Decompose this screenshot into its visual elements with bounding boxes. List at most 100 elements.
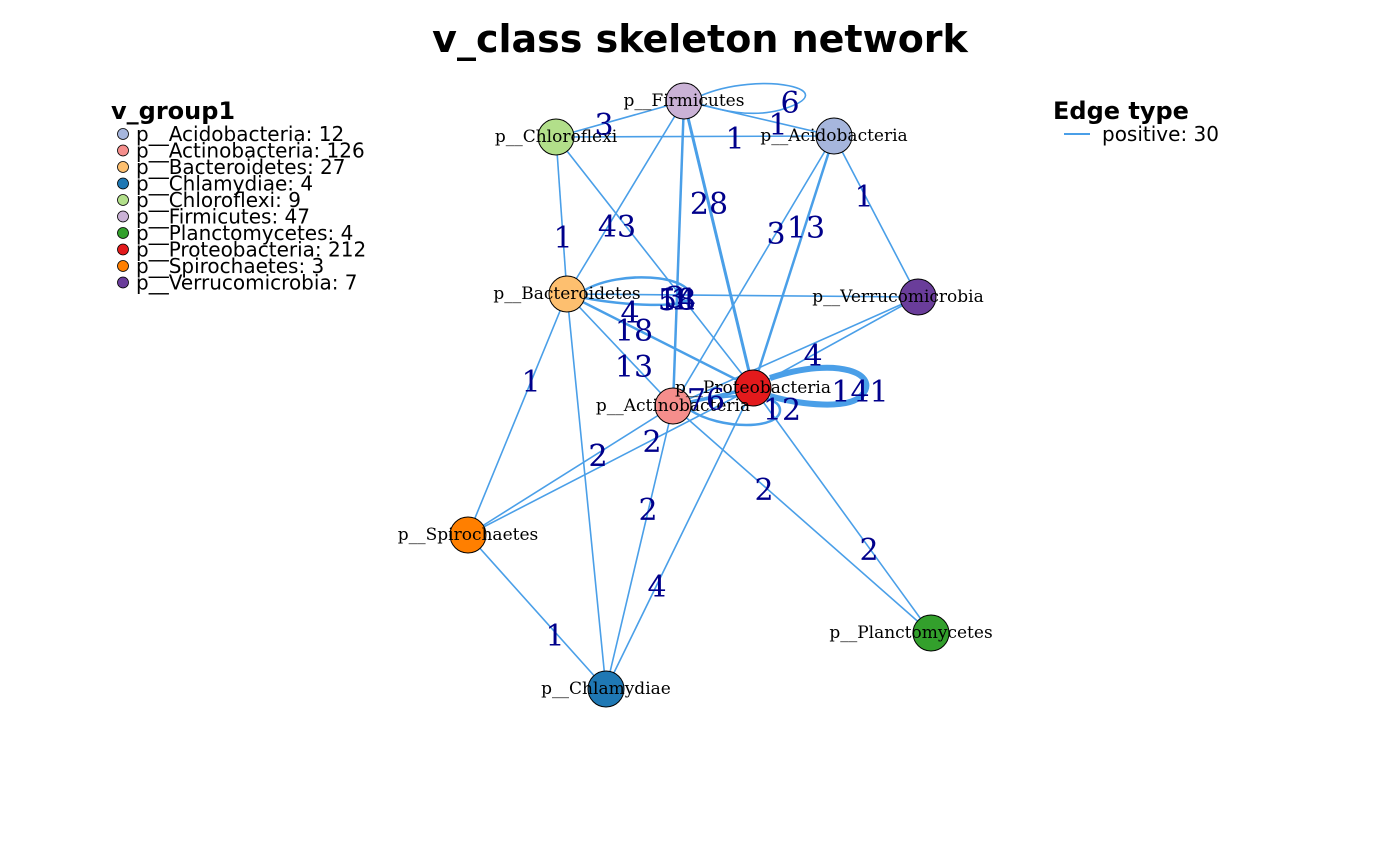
page-title: v_class skeleton network xyxy=(432,17,968,61)
edge-actinobacteria-chlamydiae xyxy=(605,405,674,690)
edge-weight-label: 2 xyxy=(588,439,607,474)
legend-nodes: v_group1 p__Acidobacteria: 12p__Actinoba… xyxy=(111,97,366,295)
edge-bacteroidetes-chlamydiae xyxy=(566,293,607,690)
node-chlamydiae[interactable] xyxy=(587,670,625,708)
edge-weight-label: 1 xyxy=(670,283,689,318)
node-proteobacteria[interactable] xyxy=(734,369,772,407)
legend-swatch xyxy=(117,144,129,157)
legend-swatch xyxy=(117,128,129,140)
node-label-planctomycetes: p__Planctomycetes xyxy=(829,623,992,643)
node-label-verrucomicrobia: p__Verrucomicrobia xyxy=(812,287,984,307)
legend-swatch xyxy=(117,276,129,289)
legend-swatch xyxy=(117,177,129,190)
edge-firmicutes-bacteroidetes xyxy=(566,100,685,295)
edge-weight-label: 1 xyxy=(521,365,540,400)
edge-weight-label: 2 xyxy=(642,425,661,460)
node-label-spirochaetes: p__Spirochaetes xyxy=(398,525,539,545)
edge-actinobacteria-actinobacteria xyxy=(689,394,782,427)
edge-bacteroidetes-verrucomicrobia xyxy=(566,293,919,298)
node-labels: p__Firmicutes p__Chloroflexi p__Acidobacte… xyxy=(398,91,993,699)
legend-edges-title: Edge type xyxy=(1053,97,1189,125)
edge-weight-label: 1 xyxy=(725,122,744,157)
legend-node-label: p__Chloroflexi: 9 xyxy=(136,188,301,212)
edge-weight-label: 3 xyxy=(594,108,613,143)
node-label-actinobacteria: p__Actinobacteria xyxy=(596,396,750,416)
node-chloroflexi[interactable] xyxy=(537,118,575,156)
node-label-acidobacteria: p__Acidobacteria xyxy=(760,126,907,146)
edge-weight-label: 2 xyxy=(588,439,607,474)
edge-weight-label: 54 xyxy=(658,283,696,318)
node-label-chlamydiae: p__Chlamydiae xyxy=(541,679,671,699)
node-label-chloroflexi: p__Chloroflexi xyxy=(495,127,618,147)
edge-proteobacteria-spirochaetes xyxy=(467,387,754,536)
edge-bacteroidetes-spirochaetes xyxy=(467,293,568,536)
edge-weight-label: 1 xyxy=(553,221,572,256)
legend-node-label: p__Bacteroidetes: 27 xyxy=(136,155,346,179)
legend-swatch xyxy=(117,210,129,223)
edge-bacteroidetes-bacteroidetes xyxy=(584,276,692,307)
legend-swatch xyxy=(117,260,129,272)
edge-weight-label: 12 xyxy=(763,393,801,428)
edge-weight-label: 3 xyxy=(665,281,684,316)
node-planctomycetes[interactable] xyxy=(912,614,950,652)
legend-swatch xyxy=(117,243,129,256)
node-label-proteobacteria: p__Proteobacteria xyxy=(675,378,831,398)
edges xyxy=(467,82,932,690)
legend-nodes-title: v_group1 xyxy=(111,97,235,125)
edge-firmicutes-chloroflexi xyxy=(555,100,685,138)
node-firmicutes[interactable] xyxy=(665,82,703,120)
edge-firmicutes-proteobacteria xyxy=(682,100,755,389)
edge-chloroflexi-acidobacteria xyxy=(555,135,835,138)
edge-weight-label: 76 xyxy=(687,383,725,418)
edge-weight-label: 4 xyxy=(803,339,822,374)
edge-weight-label: 18 xyxy=(658,283,696,318)
edge-spirochaetes-chlamydiae xyxy=(467,534,607,690)
edge-weight-label: 2 xyxy=(859,533,878,568)
legend-edge-label: positive: 30 xyxy=(1102,122,1219,146)
edge-weight-label: 6 xyxy=(780,86,799,121)
edge-weight-label: 4 xyxy=(620,296,639,331)
edge-acidobacteria-proteobacteria xyxy=(751,135,836,389)
edge-actinobacteria-planctomycetes xyxy=(672,405,932,634)
edge-weight-label: 13 xyxy=(615,350,653,385)
edge-weight-label: 43 xyxy=(598,210,636,245)
node-verrucomicrobia[interactable] xyxy=(899,278,937,316)
edge-bacteroidetes-actinobacteria xyxy=(566,293,674,407)
edge-weight-label: 1 xyxy=(545,619,564,654)
legend-node-label: p__Actinobacteria: 126 xyxy=(136,139,365,163)
legend-node-label: p__Proteobacteria: 212 xyxy=(136,238,366,262)
node-acidobacteria[interactable] xyxy=(815,117,853,155)
legend-node-label: p__Firmicutes: 47 xyxy=(136,205,310,229)
edge-bacteroidetes-proteobacteria xyxy=(566,292,754,390)
legend-node-label: p__Acidobacteria: 12 xyxy=(136,122,344,146)
legend-node-label: p__Chlamydiae: 4 xyxy=(136,172,313,196)
edge-weight-label: 13 xyxy=(787,211,825,246)
edge-weight-label: 2 xyxy=(638,493,657,528)
legend-node-label: p__Verrucomicrobia: 7 xyxy=(136,271,358,295)
edge-weight-label: 28 xyxy=(690,187,728,222)
edge-weight-label: 1 xyxy=(768,108,787,143)
edge-acidobacteria-verrucomicrobia xyxy=(833,135,919,298)
edge-weight-label: 141 xyxy=(831,375,888,410)
edge-weight-label: 1 xyxy=(854,180,873,215)
legend-swatch xyxy=(117,194,129,206)
edge-weight-label: 18 xyxy=(615,314,653,349)
node-label-firmicutes: p__Firmicutes xyxy=(624,91,745,111)
legend-swatch xyxy=(117,161,129,173)
edge-chloroflexi-proteobacteria xyxy=(555,136,754,389)
node-spirochaetes[interactable] xyxy=(449,516,487,554)
legend-edges: Edge type positive: 30 xyxy=(1053,97,1219,146)
edge-chloroflexi-bacteroidetes xyxy=(555,136,568,295)
legend-node-label: p__Spirochaetes: 3 xyxy=(136,254,324,278)
edge-proteobacteria-planctomycetes xyxy=(752,387,932,634)
edge-firmicutes-actinobacteria xyxy=(671,100,686,407)
node-label-bacteroidetes: p__Bacteroidetes xyxy=(493,284,640,304)
edge-firmicutes-acidobacteria xyxy=(683,100,835,137)
node-bacteroidetes[interactable] xyxy=(548,275,586,313)
edge-verrucomicrobia-actinobacteria xyxy=(672,296,919,407)
legend-swatch xyxy=(117,227,129,239)
node-actinobacteria[interactable] xyxy=(654,387,692,425)
edge-proteobacteria-proteobacteria xyxy=(769,364,870,408)
